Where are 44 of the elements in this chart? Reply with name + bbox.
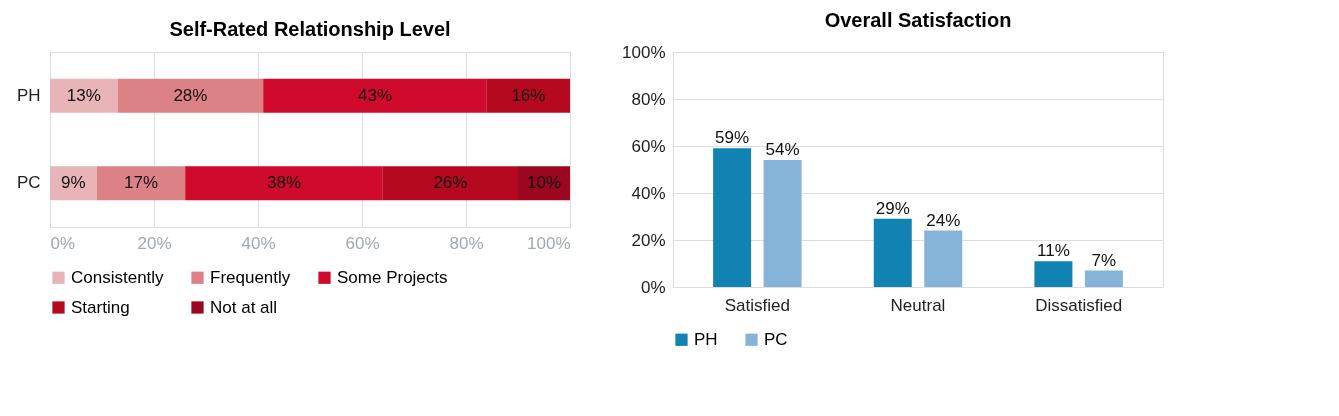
bar bbox=[763, 160, 802, 287]
data-label: 24% bbox=[926, 210, 961, 230]
bar bbox=[1034, 261, 1073, 287]
x-tick-label: 80% bbox=[449, 233, 484, 253]
x-tick-label: Dissatisfied bbox=[1035, 295, 1123, 315]
data-label: 11% bbox=[1037, 241, 1070, 261]
legend-label: PC bbox=[764, 329, 788, 349]
data-label: 54% bbox=[765, 140, 800, 160]
legend-label: Consistently bbox=[71, 267, 165, 287]
legend-label: Some Projects bbox=[337, 267, 448, 287]
x-tick-label: Satisfied bbox=[724, 295, 790, 315]
chart-title: Self-Rated Relationship Level bbox=[169, 18, 451, 40]
x-tick-label: Neutral bbox=[890, 295, 946, 315]
y-tick-label: 80% bbox=[631, 89, 666, 109]
y-tick-label: 60% bbox=[631, 136, 666, 156]
legend-label: Starting bbox=[71, 297, 130, 317]
data-label: 43% bbox=[357, 85, 393, 105]
data-label: 10% bbox=[526, 173, 562, 193]
legend-label: Frequently bbox=[210, 267, 291, 287]
chart-title: Overall Satisfaction bbox=[824, 9, 1012, 31]
bar bbox=[1084, 270, 1123, 287]
bar bbox=[713, 148, 752, 287]
x-tick-label: 100% bbox=[527, 233, 571, 253]
data-label: 59% bbox=[715, 128, 750, 148]
data-label: 38% bbox=[266, 173, 302, 193]
bar bbox=[924, 230, 963, 287]
x-tick-label: 20% bbox=[137, 233, 172, 253]
data-label: 26% bbox=[433, 173, 468, 193]
legend-label: Not at all bbox=[210, 297, 278, 317]
data-label: 9% bbox=[61, 173, 86, 193]
data-label: 17% bbox=[123, 173, 159, 193]
x-tick-label: 60% bbox=[345, 233, 380, 253]
data-label: 16% bbox=[511, 85, 546, 105]
y-tick-label: 40% bbox=[631, 183, 666, 203]
data-label: 29% bbox=[875, 198, 910, 218]
x-tick-label: 40% bbox=[241, 233, 276, 253]
data-label: 28% bbox=[173, 85, 208, 105]
data-label: 7% bbox=[1091, 250, 1117, 270]
y-tick-label: 0% bbox=[640, 277, 666, 297]
legend-label: PH bbox=[694, 329, 718, 349]
data-label: 13% bbox=[66, 85, 101, 105]
x-tick-label: 0% bbox=[50, 233, 76, 253]
bar bbox=[873, 218, 912, 287]
y-tick-label: 100% bbox=[622, 42, 666, 62]
